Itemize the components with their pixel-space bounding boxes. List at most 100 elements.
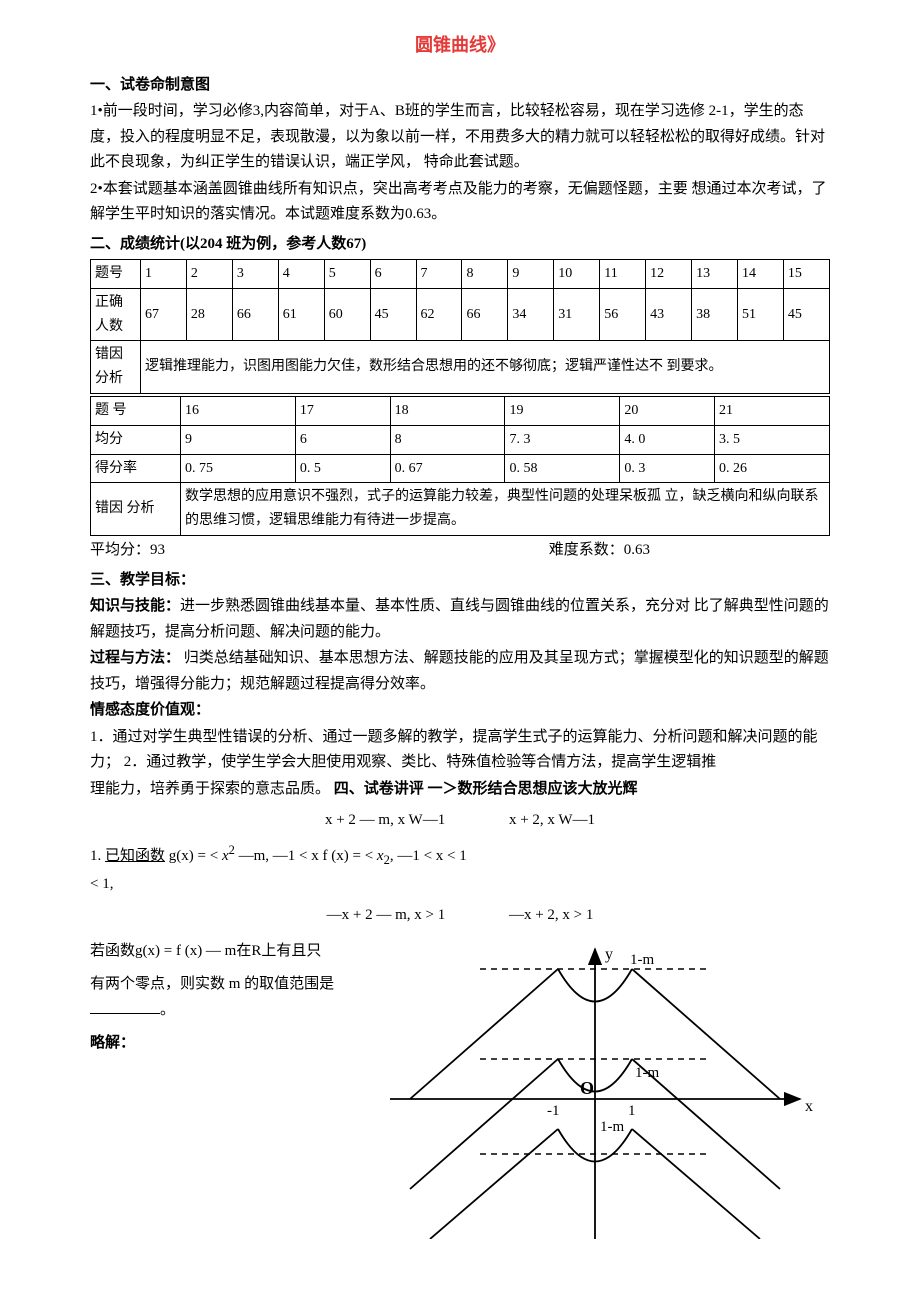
cell: 8 [390, 425, 505, 454]
row-label: 题号 [91, 260, 141, 289]
cell: 2 [186, 260, 232, 289]
avg-score: 平均分：93 [90, 538, 165, 564]
section2-heading: 二、成绩统计(以204 班为例，参考人数67) [90, 232, 830, 258]
s1-paragraph-1: 1•前一段时间，学习必修3,内容简单，对于A、B班的学生而言，比较轻松容易，现在… [90, 99, 830, 176]
ann-mid2: 1-m [600, 1119, 624, 1135]
cell: 9 [508, 260, 554, 289]
cell: 7 [416, 260, 462, 289]
math-line-2: —x + 2 — m, x > 1 —x + 2, x > 1 [90, 903, 830, 929]
table-row: 错因 分析 数学思想的应用意识不强烈，式子的运算能力较差，典型性问题的处理呆板孤… [91, 483, 830, 536]
q1-stem: 1. 已知函数 g(x) = < x2 —m, —1 < x f (x) = <… [90, 840, 830, 871]
stats-table-1: 题号 1 2 3 4 5 6 7 8 9 10 11 12 13 14 15 正… [90, 259, 830, 394]
cell: 60 [324, 288, 370, 341]
cell: 5 [324, 260, 370, 289]
q1-body2-pre: 有两个零点，则实数 m 的取值范围是 [90, 976, 334, 992]
cell: 21 [715, 397, 830, 426]
q1-after: —m, —1 < x [235, 848, 323, 864]
row-label: 得分率 [91, 454, 181, 483]
cell: 31 [554, 288, 600, 341]
table-row: 均分 9 6 8 7. 3 4. 0 3. 5 [91, 425, 830, 454]
cell: 62 [416, 288, 462, 341]
analysis-cell: 逻辑推理能力，识图用图能力欠佳，数形结合思想用的还不够彻底；逻辑严谨性达不 到要… [141, 341, 830, 394]
section3-heading: 三、教学目标： [90, 568, 830, 594]
cell: 0. 5 [295, 454, 390, 483]
cell: 0. 58 [505, 454, 620, 483]
q1-f: f (x) = < [323, 848, 377, 864]
cell: 8 [462, 260, 508, 289]
q1-fx: x [377, 848, 384, 864]
cell: 67 [141, 288, 187, 341]
q1-x2: x [222, 848, 229, 864]
table-row: 题号 1 2 3 4 5 6 7 8 9 10 11 12 13 14 15 [91, 260, 830, 289]
cell: 0. 3 [620, 454, 715, 483]
cell: 15 [783, 260, 829, 289]
graph-wrap: x y O -1 1 1-m 1-m 1-m [380, 939, 830, 1239]
cell: 19 [505, 397, 620, 426]
cell: 3 [232, 260, 278, 289]
score-summary: 平均分：93 难度系数：0.63 [90, 538, 830, 564]
cell: 0. 75 [181, 454, 296, 483]
cell: 1 [141, 260, 187, 289]
attitude-p1: 1．通过对学生典型性错误的分析、通过一题多解的教学，提高学生式子的运算能力、分析… [90, 725, 830, 776]
attitude-p2-pre: 理能力，培养勇于探索的意志品质。 [90, 781, 334, 797]
function-graph: x y O -1 1 1-m 1-m 1-m [380, 939, 820, 1239]
q1-mid: g(x) = < [165, 848, 222, 864]
cell: 6 [295, 425, 390, 454]
q1-body2-post: 。 [160, 1002, 175, 1018]
cell: 10 [554, 260, 600, 289]
cell: 28 [186, 288, 232, 341]
difficulty-coef: 难度系数：0.63 [549, 538, 650, 564]
cell: 17 [295, 397, 390, 426]
ann-top: 1-m [630, 952, 654, 968]
method-label: 过程与方法： [90, 650, 180, 666]
cell: 4 [278, 260, 324, 289]
cell: 43 [646, 288, 692, 341]
cell: 45 [783, 288, 829, 341]
table-row: 正确人数 67 28 66 61 60 45 62 66 34 31 56 43… [91, 288, 830, 341]
cell: 38 [692, 288, 738, 341]
cell: 7. 3 [505, 425, 620, 454]
cell: 13 [692, 260, 738, 289]
analysis-cell: 数学思想的应用意识不强烈，式子的运算能力较差，典型性问题的处理呆板孤 立，缺乏横… [181, 483, 830, 536]
cell: 20 [620, 397, 715, 426]
attitude-p2: 理能力，培养勇于探索的意志品质。 四、试卷讲评 一＞数形结合思想应该大放光辉 [90, 777, 830, 803]
q1-text-block: 若函数g(x) = f (x) — m在R上有且只 有两个零点，则实数 m 的取… [90, 939, 370, 1065]
method-text: 归类总结基础知识、基本思想方法、解题技能的应用及其呈现方式；掌握模型化的知识题型… [90, 650, 829, 692]
q1-tail2: < 1, [90, 872, 830, 898]
cell: 56 [600, 288, 646, 341]
cell: 0. 67 [390, 454, 505, 483]
s1-paragraph-2: 2•本套试题基本涵盖圆锥曲线所有知识点，突出高考考点及能力的考察，无偏题怪题，主… [90, 177, 830, 228]
q1-body1: 若函数g(x) = f (x) — m在R上有且只 [90, 939, 370, 965]
blank-line [90, 1000, 160, 1014]
row-label: 题 号 [91, 397, 181, 426]
cell: 18 [390, 397, 505, 426]
ann-mid: 1-m [635, 1065, 659, 1081]
row-label: 均分 [91, 425, 181, 454]
q1-pre: 1. [90, 848, 105, 864]
q1-under: 已知函数 [105, 848, 165, 864]
cell: 34 [508, 288, 554, 341]
q1-body3: 略解： [90, 1031, 370, 1057]
row-label: 正确人数 [91, 288, 141, 341]
page-title: 圆锥曲线》 [90, 30, 830, 61]
math-l2-left: —x + 2 — m, x > 1 [327, 907, 446, 923]
q1-body2: 有两个零点，则实数 m 的取值范围是 。 [90, 972, 370, 1023]
cell: 14 [737, 260, 783, 289]
cell: 51 [737, 288, 783, 341]
table-row: 题 号 16 17 18 19 20 21 [91, 397, 830, 426]
cell: 4. 0 [620, 425, 715, 454]
math-line-1: x + 2 — m, x W—1 x + 2, x W—1 [90, 808, 830, 834]
knowledge-para: 知识与技能：进一步熟悉圆锥曲线基本量、基本性质、直线与圆锥曲线的位置关系，充分对… [90, 594, 830, 645]
xp1-label: 1 [628, 1103, 636, 1119]
knowledge-text: 进一步熟悉圆锥曲线基本量、基本性质、直线与圆锥曲线的位置关系，充分对 比了解典型… [90, 598, 829, 640]
math-l1-left: x + 2 — m, x W—1 [325, 812, 445, 828]
math-l2-right: —x + 2, x > 1 [509, 907, 593, 923]
cell: 12 [646, 260, 692, 289]
table-row: 错因 分析 逻辑推理能力，识图用图能力欠佳，数形结合思想用的还不够彻底；逻辑严谨… [91, 341, 830, 394]
cell: 0. 26 [715, 454, 830, 483]
row-label: 错因 分析 [91, 341, 141, 394]
knowledge-label: 知识与技能： [90, 598, 180, 614]
cell: 61 [278, 288, 324, 341]
cell: 66 [232, 288, 278, 341]
attitude-label: 情感态度价值观： [90, 698, 830, 724]
